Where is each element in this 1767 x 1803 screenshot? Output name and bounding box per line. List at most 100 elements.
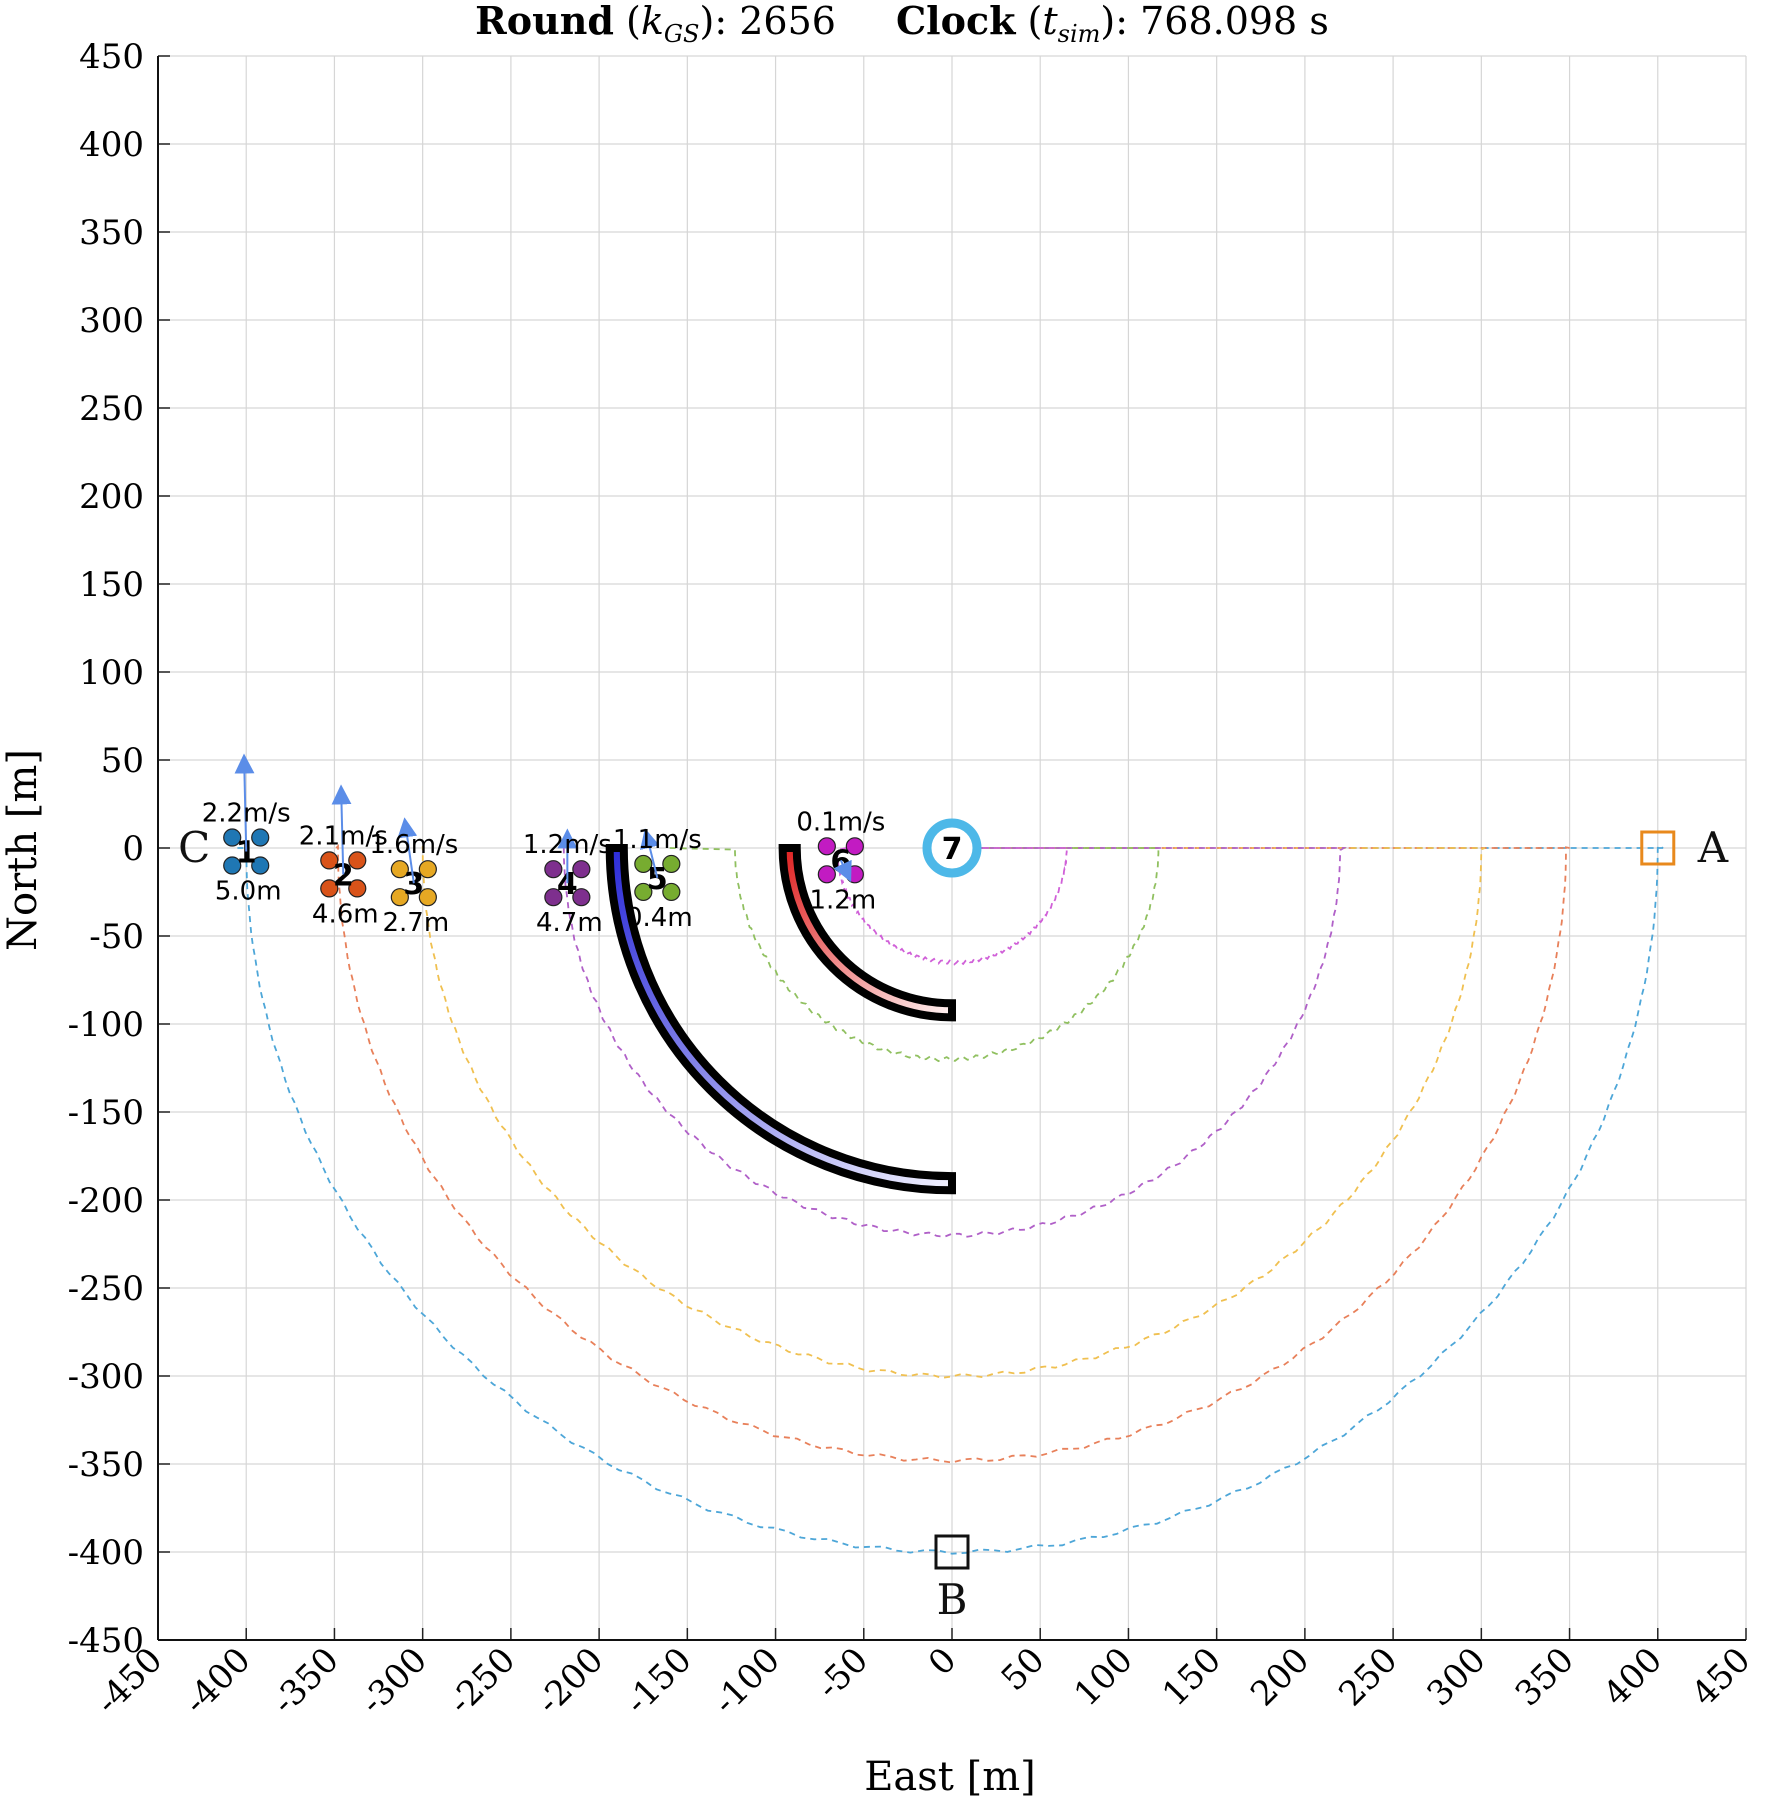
drone-6: 60.1m/s1.2m xyxy=(796,807,885,915)
x-tick-label: 200 xyxy=(1243,1640,1317,1714)
y-tick-label: -150 xyxy=(68,1093,144,1133)
x-tick-label: -300 xyxy=(353,1640,435,1722)
drone-id-label: 1 xyxy=(236,836,257,871)
x-tick-label: -50 xyxy=(809,1640,876,1707)
y-tick-label: 0 xyxy=(122,829,144,869)
drone-id-label: 3 xyxy=(403,867,424,902)
waypoint-B-label: B xyxy=(937,1575,968,1624)
drone-rotor xyxy=(251,828,270,847)
drone-rotor xyxy=(223,856,242,875)
drone-rotor xyxy=(390,860,409,879)
drone-id-label: 5 xyxy=(647,862,668,897)
waypoint-A-label: A xyxy=(1697,823,1729,872)
drone-rotor xyxy=(390,888,409,907)
drone-id-label: 2 xyxy=(333,858,354,893)
trajectory-6 xyxy=(836,846,1068,966)
y-tick-label: 300 xyxy=(79,301,144,341)
chart-title: Round (kGS): 2656 Clock (tsim): 768.098 s xyxy=(475,0,1329,48)
x-axis-label: East [m] xyxy=(864,1754,1036,1800)
drone-rotor xyxy=(348,851,367,870)
x-tick-label: -100 xyxy=(706,1640,788,1722)
y-tick-label: 450 xyxy=(79,37,144,77)
trajectory-3 xyxy=(421,846,1486,1379)
trajectories xyxy=(237,844,1664,1555)
drone-rotor xyxy=(223,828,242,847)
drone-speed-label: 2.1m/s xyxy=(299,821,388,851)
drone-rotor xyxy=(662,854,681,874)
waypoint-B-marker xyxy=(934,1534,970,1570)
clock-symbol: t xyxy=(1042,0,1058,43)
drone-rotor xyxy=(544,860,563,879)
drone-speed-label: 2.2m/s xyxy=(202,799,291,829)
x-tick-label: -250 xyxy=(441,1640,523,1722)
x-tick-label: 100 xyxy=(1067,1640,1141,1714)
drone-distance-label: 4.6m xyxy=(312,899,379,929)
drone-rotor xyxy=(572,888,591,907)
x-tick-label: -350 xyxy=(265,1640,347,1722)
drone-rotor xyxy=(572,860,591,879)
drone-rotor xyxy=(634,854,653,874)
y-tick-label: 250 xyxy=(79,389,144,429)
trajectory-2 xyxy=(335,844,1570,1464)
x-tick-label: 0 xyxy=(921,1640,965,1684)
y-tick-label: 350 xyxy=(79,213,144,253)
velocity-arrow xyxy=(331,784,352,875)
round-value: 2656 xyxy=(739,0,836,43)
drone-distance-label: 0.4m xyxy=(626,903,693,933)
drone-rotor xyxy=(320,851,339,870)
drone-distance-label: 2.7m xyxy=(383,908,450,938)
y-tick-label: 150 xyxy=(79,565,144,605)
drone-rotor xyxy=(418,860,437,879)
x-tick-label: 50 xyxy=(994,1640,1053,1699)
drone-rotor xyxy=(418,888,437,907)
velocity-arrow xyxy=(397,817,418,884)
drone-distance-label: 5.0m xyxy=(215,877,282,907)
y-tick-label: -350 xyxy=(68,1445,144,1485)
drone-rotor xyxy=(662,882,681,902)
drone-speed-label: 1.1m/s xyxy=(613,825,702,855)
y-tick-label: 100 xyxy=(79,653,144,693)
y-tick-label: 50 xyxy=(101,741,144,781)
y-tick-label: -50 xyxy=(89,917,144,957)
x-tick-label: 450 xyxy=(1684,1640,1758,1714)
drone-distance-label: 1.2m xyxy=(809,885,876,915)
x-tick-label: 400 xyxy=(1596,1640,1670,1714)
drone-1: 1 2.2m/s 5.0m xyxy=(202,753,291,907)
arc-bar-1 xyxy=(605,844,956,1195)
drone-id-label: 4 xyxy=(557,867,578,902)
x-tick-label: -400 xyxy=(176,1640,258,1722)
trajectory-5 xyxy=(669,847,1160,1063)
y-tick-label: -100 xyxy=(68,1005,144,1045)
velocity-arrow xyxy=(234,753,255,852)
y-tick-label: 400 xyxy=(79,125,144,165)
arc-bar-2 xyxy=(778,844,956,1022)
drone-distance-label: 4.7m xyxy=(536,908,603,938)
axes: -450 -400 -350 -300 -250 -200 -150 -100 -50 0 50 10… xyxy=(68,37,1759,1722)
y-tick-label: -450 xyxy=(68,1621,144,1661)
velocity-arrow xyxy=(833,859,852,883)
x-tick-label: 250 xyxy=(1331,1640,1405,1714)
drone-2: 2 2.1m/s 4.6m xyxy=(299,784,388,929)
drone-5: 5 1.1m/s 0.4m xyxy=(613,825,702,933)
drone-speed-label: 1.6m/s xyxy=(369,830,458,860)
y-tick-label: -400 xyxy=(68,1533,144,1573)
y-tick-label: -200 xyxy=(68,1181,144,1221)
y-tick-label: -300 xyxy=(68,1357,144,1397)
ground-station-marker xyxy=(922,818,982,878)
y-axis-label: North [m] xyxy=(0,749,46,951)
velocity-arrow xyxy=(640,828,660,879)
drone-4: 4 1.2m/s 4.7m xyxy=(523,828,612,938)
clock-subscript: sim xyxy=(1058,20,1101,48)
y-tick-label: -250 xyxy=(68,1269,144,1309)
drone-rotor xyxy=(845,837,864,856)
drones: 7 1 2.2m/s 5.0m 2 2.1m/s 4.6m 3 1.6m/s 2.7m 4 1.2m/… xyxy=(202,753,982,938)
drone-speed-label: 0.1m/s xyxy=(796,807,885,837)
y-tick-label: 200 xyxy=(79,477,144,517)
round-subscript: GS xyxy=(664,20,700,48)
x-tick-label: -150 xyxy=(617,1640,699,1722)
drone-rotor xyxy=(634,882,653,902)
drone-rotor xyxy=(251,856,270,875)
waypoint-C-label: C xyxy=(178,823,210,872)
drone-rotor xyxy=(348,879,367,898)
